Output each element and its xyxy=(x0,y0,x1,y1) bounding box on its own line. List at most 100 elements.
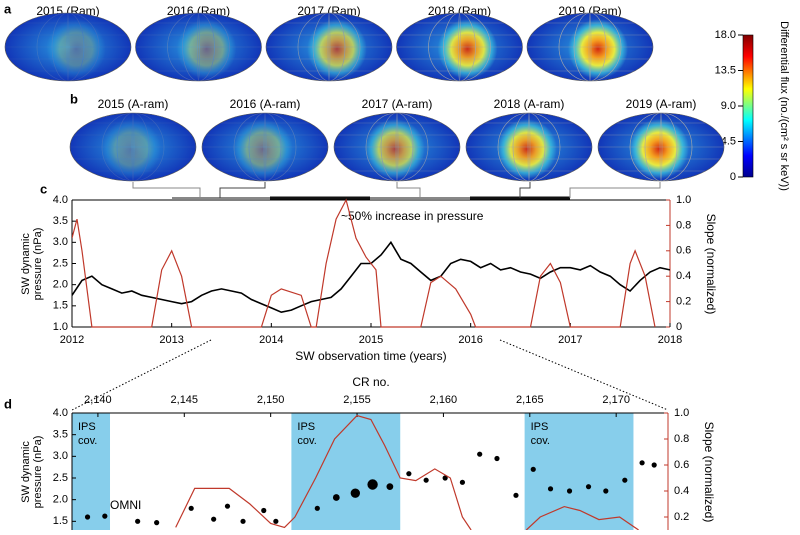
x-tick-label: 2016 xyxy=(458,334,482,346)
timeline-brackets xyxy=(71,182,669,411)
meridian xyxy=(36,13,100,81)
meridian xyxy=(395,113,399,181)
y2-tick-label: 0.4 xyxy=(676,270,691,282)
point xyxy=(603,488,609,494)
map-title: 2016 (A-ram) xyxy=(230,97,301,111)
map-heat xyxy=(135,13,262,81)
x-tick-label: 2,160 xyxy=(430,394,458,406)
ips-label: IPS cov. xyxy=(78,421,97,447)
panel-label: a xyxy=(4,1,12,16)
meridian xyxy=(297,13,361,81)
map-outline xyxy=(465,112,593,182)
y2-tick-label: 0.6 xyxy=(676,245,691,257)
ips-label-text: IPS cov. xyxy=(297,421,316,447)
map-outline xyxy=(4,12,132,82)
sky-map xyxy=(69,112,197,182)
meridian xyxy=(167,13,230,81)
map-heat xyxy=(598,113,724,181)
y-label: SW dynamicpressure (nPa) xyxy=(20,436,44,509)
map-heat xyxy=(70,113,196,181)
y2-tick-label: 0.2 xyxy=(676,296,691,308)
point xyxy=(261,507,267,514)
map-outline xyxy=(396,12,523,82)
point xyxy=(494,455,500,462)
x-tick-label: 2,155 xyxy=(343,394,371,406)
y-label-line: SW dynamic xyxy=(20,441,32,503)
x-tick-label: 2014 xyxy=(259,334,283,346)
sky-map xyxy=(526,12,654,82)
y2-label: Slope (normalized) xyxy=(702,422,716,523)
point xyxy=(406,471,412,477)
point xyxy=(477,451,483,457)
y-label-line: pressure (nPa) xyxy=(32,228,44,301)
x-tick-label: 2017 xyxy=(558,334,582,346)
sky-map xyxy=(465,112,593,182)
y2-tick-label: 0.2 xyxy=(674,511,689,523)
colorbar-tick-label: 0 xyxy=(730,171,736,183)
y-tick-label: 3.0 xyxy=(53,450,68,462)
meridian xyxy=(101,113,165,181)
point xyxy=(154,520,160,526)
y-tick-label: 2.0 xyxy=(53,279,68,291)
meridian xyxy=(312,13,346,81)
meridian xyxy=(428,13,491,81)
map-outline xyxy=(135,12,262,82)
meridian xyxy=(182,13,215,81)
meridian xyxy=(197,13,200,81)
y-tick-label: 3.0 xyxy=(53,236,68,248)
x-tick-label: 2013 xyxy=(159,334,183,346)
hotspot xyxy=(497,119,557,179)
annotation: ~50% increase in pressure xyxy=(341,209,484,223)
y2-tick-label: 1.0 xyxy=(674,407,689,419)
meridian xyxy=(327,13,331,81)
map-heat xyxy=(396,13,523,81)
ips-label: IPS cov. xyxy=(531,421,550,447)
meridian xyxy=(167,13,230,81)
series-label: OMNI xyxy=(110,498,141,512)
point xyxy=(135,518,141,524)
colorbar-tick-label: 9.0 xyxy=(721,100,736,112)
ips-label-line: IPS xyxy=(531,421,549,433)
point xyxy=(314,505,320,511)
map-outline xyxy=(526,12,654,82)
x-tick-label: 2012 xyxy=(60,334,84,346)
data-line xyxy=(72,240,670,314)
ips-label-line: cov. xyxy=(531,435,550,447)
y-tick-label: 1.5 xyxy=(53,300,68,312)
colorbar-tick-label: 18.0 xyxy=(715,29,736,41)
meridian xyxy=(248,113,282,181)
hotspot xyxy=(629,119,689,179)
meridian xyxy=(51,13,85,81)
point xyxy=(102,513,108,519)
x-tick-label: 2,170 xyxy=(602,394,630,406)
map-outline xyxy=(265,12,393,82)
meridian xyxy=(101,113,165,181)
y-label-line: SW dynamic xyxy=(20,233,32,295)
meridian xyxy=(131,113,135,181)
point xyxy=(240,518,246,524)
point xyxy=(211,516,217,522)
map-title: 2018 (A-ram) xyxy=(494,97,565,111)
map-title: 2017 (A-ram) xyxy=(362,97,433,111)
meridian xyxy=(558,13,622,81)
meridian xyxy=(644,113,678,181)
y-tick-label: 1.5 xyxy=(53,515,68,527)
y-tick-label: 2.5 xyxy=(53,472,68,484)
point xyxy=(530,466,536,472)
x-tick-label: 2,140 xyxy=(84,394,112,406)
x-tick-label: 2018 xyxy=(658,334,682,346)
map-title: 2019 (A-ram) xyxy=(626,97,697,111)
meridian xyxy=(36,13,100,81)
meridian xyxy=(248,113,282,181)
map-outline xyxy=(333,112,461,182)
hotspot xyxy=(437,19,498,79)
meridian xyxy=(573,13,607,81)
ips-label: IPS cov. xyxy=(297,421,316,447)
map-title: 2015 (A-ram) xyxy=(98,97,169,111)
sky-map xyxy=(201,112,329,182)
colorbar xyxy=(742,34,754,178)
y2-tick-label: 0.4 xyxy=(674,485,689,497)
colorbar-tick-label: 4.5 xyxy=(721,135,736,147)
